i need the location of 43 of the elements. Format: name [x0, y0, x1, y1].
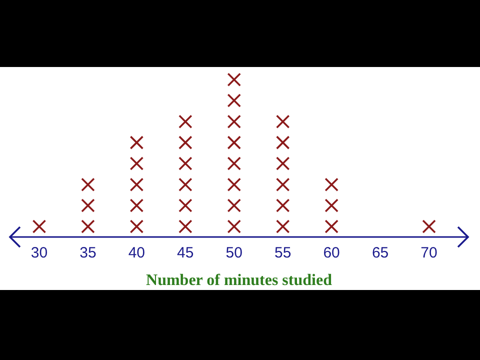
point: [227, 94, 242, 108]
x-tick-label: 35: [80, 244, 96, 262]
point: [130, 136, 144, 150]
point: [276, 136, 290, 150]
point: [324, 220, 338, 234]
point: [81, 220, 95, 234]
point: [276, 156, 290, 170]
point: [130, 156, 144, 170]
point: [276, 220, 290, 234]
point: [130, 178, 144, 192]
x-axis-title: Number of minutes studied: [146, 272, 332, 289]
point: [178, 114, 192, 129]
x-tick-label: 30: [30, 244, 48, 262]
point: [324, 198, 338, 212]
x-tick-label: 55: [274, 244, 292, 262]
point: [178, 136, 192, 150]
point: [81, 178, 95, 192]
point: [178, 178, 192, 192]
x-tick-label: 45: [177, 244, 194, 262]
x-tick-label: 60: [323, 244, 340, 262]
point: [130, 220, 144, 234]
point: [276, 114, 290, 129]
point: [227, 178, 242, 192]
point: [130, 198, 144, 212]
point: [227, 136, 242, 150]
point: [227, 198, 242, 212]
point: [227, 114, 242, 129]
x-tick-label: 40: [128, 244, 146, 262]
point: [227, 72, 242, 86]
point: [324, 178, 338, 192]
x-tick-label: 65: [372, 244, 389, 262]
point: [227, 220, 242, 234]
point: [422, 220, 436, 234]
point: [32, 220, 46, 234]
point: [227, 156, 242, 170]
x-tick-label: 50: [226, 244, 242, 262]
point: [178, 220, 192, 234]
point: [178, 156, 192, 170]
point: [276, 198, 290, 212]
point: [276, 178, 290, 192]
point: [178, 198, 192, 212]
x-tick-label: 70: [420, 244, 438, 262]
point: [81, 198, 95, 212]
